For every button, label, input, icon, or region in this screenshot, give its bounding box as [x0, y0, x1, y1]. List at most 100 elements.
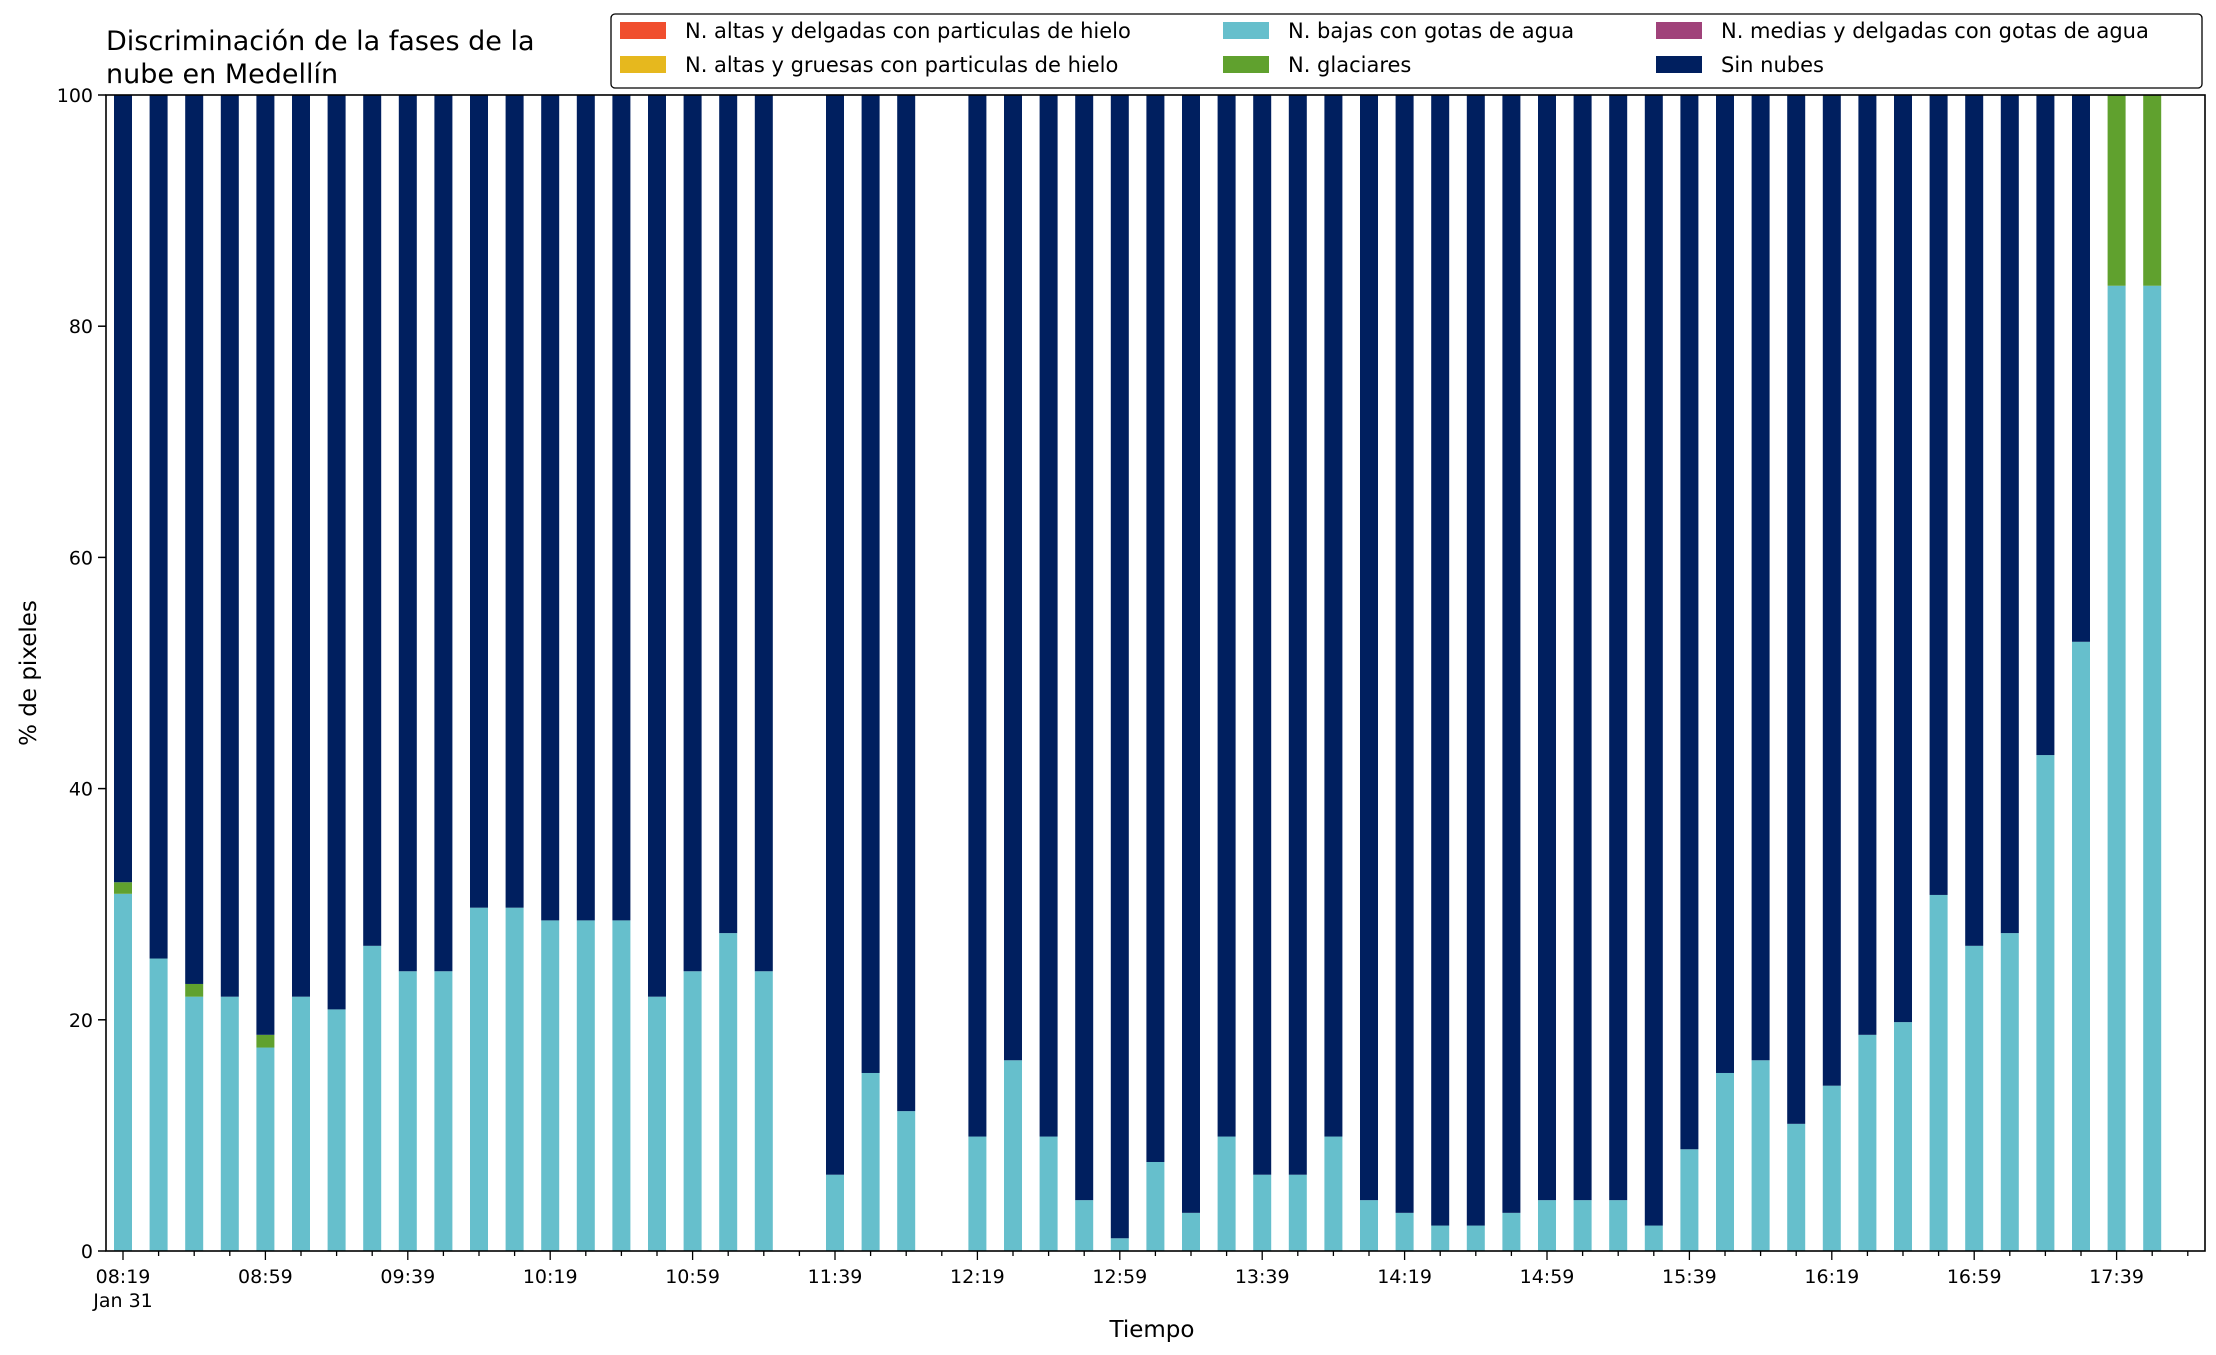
bar-segment-2-1229: [1004, 1060, 1022, 1251]
bar-segment-5-1559: [1751, 95, 1770, 1061]
bar-segment-2-0939: [398, 971, 417, 1251]
y-tick-label: 100: [57, 85, 93, 107]
x-tick-label-line: 14:59: [1520, 1266, 1575, 1288]
x-tick-label: 08:19 Jan 31: [92, 1266, 153, 1312]
x-tick-label-line: 08:59: [238, 1266, 293, 1288]
bar-segment-2-1459: [1538, 1200, 1556, 1251]
bar-segment-5-0829: [149, 95, 168, 959]
x-tick-label: 10:19: [523, 1266, 578, 1288]
legend: N. altas y delgadas con particulas de hi…: [610, 13, 2203, 89]
x-tick-label: 12:19: [950, 1266, 1005, 1288]
bar-segment-2-1049: [648, 996, 666, 1251]
bar-segment-5-1459: [1538, 95, 1556, 1201]
bar-segment-5-1239: [1039, 95, 1058, 1137]
bar-segment-2-0819: [114, 893, 132, 1251]
y-axis-label: % de pixeles: [16, 600, 42, 746]
x-tick-label: 14:19: [1377, 1266, 1432, 1288]
x-tick-label: 11:39: [808, 1266, 863, 1288]
bar-segment-5-1119: [754, 95, 773, 972]
bar-segment-5-0949: [434, 95, 453, 972]
x-tick-label: 16:19: [1804, 1266, 1859, 1288]
bar-segment-5-0849: [220, 95, 239, 997]
bar-segment-2-1619: [1822, 1085, 1841, 1251]
bar-segment-2-1339: [1253, 1174, 1272, 1251]
y-tick-label: 20: [69, 1010, 93, 1032]
bar-segment-2-1259: [1110, 1238, 1129, 1251]
bar-segment-2-1439: [1466, 1225, 1485, 1251]
bar-segment-5-1519: [1609, 95, 1628, 1201]
bar-segment-5-1529: [1644, 95, 1663, 1226]
bar-segment-5-1639: [1894, 95, 1912, 1023]
bar-segment-3-0839: [185, 983, 204, 997]
legend-label: N. glaciares: [1288, 53, 1411, 77]
x-tick-label-line: 10:59: [665, 1266, 720, 1288]
bar-segment-2-0929: [363, 945, 382, 1251]
bar-segment-5-1259: [1110, 95, 1129, 1239]
bar-segment-5-1449: [1502, 95, 1521, 1213]
bar-segment-3-0859: [256, 1034, 275, 1048]
y-tick-label: 60: [69, 547, 93, 569]
x-tick-label: 08:59: [238, 1266, 293, 1288]
x-tick-label-line: Jan 31: [92, 1290, 153, 1312]
bar-segment-5-1019: [541, 95, 560, 921]
bar-segment-5-1159: [897, 95, 916, 1112]
x-tick-label-line: 16:19: [1804, 1266, 1859, 1288]
bar-segment-2-1149: [861, 1072, 880, 1251]
bar-segment-5-1619: [1822, 95, 1841, 1086]
bar-segment-5-0929: [363, 95, 382, 946]
bar-segment-2-0959: [470, 907, 488, 1251]
bar-segment-2-1309: [1146, 1161, 1165, 1251]
bar-segment-5-1219: [968, 95, 987, 1137]
bar-segment-2-0949: [434, 971, 453, 1251]
x-tick-label-line: 15:39: [1662, 1266, 1717, 1288]
bar-segment-2-1059: [683, 971, 702, 1251]
bar-segment-2-1639: [1894, 1022, 1912, 1251]
bar-segment-2-1649: [1929, 894, 1948, 1251]
bar-segment-2-1559: [1751, 1060, 1770, 1251]
x-tick-label: 15:39: [1662, 1266, 1717, 1288]
bar-segment-2-1549: [1716, 1072, 1734, 1251]
bar-segment-2-1409: [1360, 1200, 1378, 1251]
bar-segment-3-0819: [114, 882, 132, 894]
bar-segment-5-1149: [861, 95, 880, 1073]
x-tick-label-line: 12:59: [1092, 1266, 1147, 1288]
bar-segment-2-0839: [185, 996, 204, 1251]
x-tick-label: 14:59: [1520, 1266, 1575, 1288]
bar-segment-2-1109: [719, 933, 738, 1251]
bar-segment-5-1719: [2036, 95, 2055, 756]
bar-segment-2-0859: [256, 1047, 275, 1251]
bar-segment-5-1329: [1217, 95, 1236, 1137]
bar-segment-2-1019: [541, 920, 560, 1251]
bar-segment-2-1519: [1609, 1200, 1628, 1251]
bar-segment-5-1139: [826, 95, 844, 1175]
bar-segment-5-1029: [576, 95, 595, 921]
x-tick-label: 12:59: [1092, 1266, 1147, 1288]
bar-segment-2-1139: [826, 1174, 844, 1251]
bar-segment-5-1629: [1858, 95, 1877, 1035]
x-tick-label-line: 12:19: [950, 1266, 1005, 1288]
bar-segment-2-1319: [1182, 1212, 1200, 1251]
bar-segment-2-1709: [2000, 933, 2019, 1251]
x-tick-label-line: 09:39: [380, 1266, 435, 1288]
x-tick-label-line: 08:19: [96, 1266, 151, 1288]
bar-segment-5-0939: [398, 95, 417, 972]
bar-segment-5-1609: [1787, 95, 1806, 1124]
bar-segment-2-1349: [1288, 1174, 1307, 1251]
bar-segment-5-1359: [1324, 95, 1343, 1137]
bar-segment-2-1749: [2143, 285, 2162, 1251]
bar-segment-2-1739: [2107, 285, 2126, 1251]
bar-segment-2-1729: [2072, 641, 2090, 1251]
bar-segment-2-1119: [754, 971, 773, 1251]
legend-label: Sin nubes: [1721, 53, 1824, 77]
x-tick-label: 13:39: [1235, 1266, 1290, 1288]
x-tick-label-line: 17:39: [2089, 1266, 2144, 1288]
bar-segment-5-0839: [185, 95, 204, 984]
bar-segment-5-1429: [1431, 95, 1450, 1226]
bar-segment-2-1039: [612, 920, 631, 1251]
bar-segment-2-1359: [1324, 1136, 1343, 1251]
x-tick-label: 09:39: [380, 1266, 435, 1288]
y-tick-label: 40: [69, 779, 93, 801]
bar-segment-5-1229: [1004, 95, 1022, 1061]
bar-segment-5-1059: [683, 95, 702, 972]
chart-title: Discriminación de la fases de la nube en …: [106, 26, 535, 90]
